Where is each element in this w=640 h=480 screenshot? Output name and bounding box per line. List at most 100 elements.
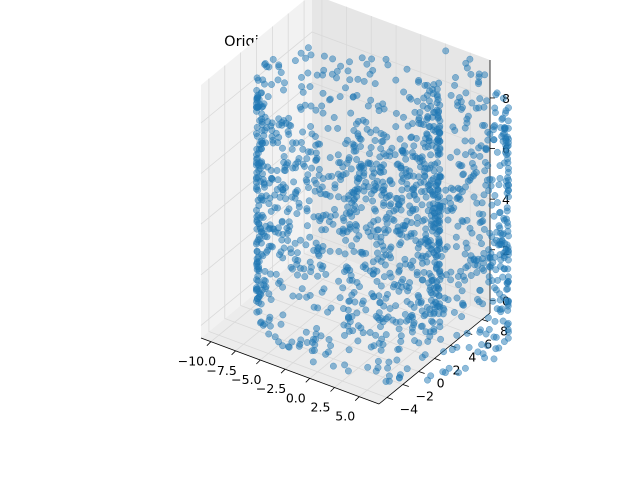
scatter-point: [476, 152, 484, 160]
scatter-point: [298, 285, 306, 293]
scatter-point: [494, 199, 501, 206]
scatter-point: [486, 254, 494, 262]
scatter-point: [377, 130, 385, 137]
scatter-point: [293, 249, 301, 257]
scatter-point: [505, 165, 512, 172]
scatter-point: [410, 142, 418, 150]
scatter-point: [293, 210, 301, 218]
scatter-point: [292, 139, 300, 147]
scatter-point: [407, 95, 415, 103]
scatter-point: [363, 60, 371, 68]
scatter-point: [275, 133, 283, 141]
scatter-point: [405, 284, 413, 292]
scatter-point: [436, 165, 444, 173]
scatter-point: [340, 195, 348, 203]
scatter-point: [382, 331, 390, 339]
scatter-point: [277, 69, 285, 76]
scatter-point: [448, 346, 456, 354]
scatter-point: [344, 306, 352, 314]
scatter-point: [423, 258, 431, 266]
scatter-point: [346, 209, 354, 217]
scatter-point: [285, 218, 293, 226]
scatter-point: [271, 228, 279, 236]
x-tick: [280, 368, 286, 374]
scatter-point: [439, 368, 447, 376]
scatter-point: [430, 81, 438, 89]
scatter-point: [499, 273, 507, 281]
scatter-point: [409, 257, 417, 265]
scatter-point: [473, 269, 481, 276]
scatter-point: [343, 159, 351, 167]
scatter-point: [387, 243, 395, 251]
scatter-point: [266, 194, 274, 202]
scatter-point: [398, 177, 406, 185]
scatter-point: [386, 202, 394, 210]
scatter-point: [380, 189, 388, 197]
scatter-point: [307, 51, 315, 59]
scatter-point: [326, 96, 333, 104]
scatter-point: [346, 297, 354, 305]
scatter-point: [464, 112, 472, 120]
scatter-point: [346, 76, 354, 84]
scatter-point: [354, 322, 362, 330]
scatter-point: [265, 330, 273, 338]
scatter-point: [339, 284, 347, 292]
scatter-point: [427, 151, 435, 159]
scatter-point: [482, 330, 490, 338]
scatter-point: [291, 194, 299, 202]
scatter-point: [406, 202, 414, 210]
scatter-point: [447, 153, 454, 161]
scatter-point: [392, 76, 400, 84]
x-tick-label: 2.5: [311, 400, 331, 415]
scatter-point: [406, 167, 413, 175]
scatter-point: [438, 272, 445, 280]
scatter-point: [434, 196, 442, 204]
scatter-point: [490, 355, 498, 363]
scatter-point: [423, 303, 431, 311]
scatter-point: [261, 267, 269, 275]
scatter-point: [488, 233, 496, 241]
scatter-point: [495, 181, 503, 189]
scatter-point: [280, 153, 288, 160]
scatter-point: [258, 120, 266, 128]
scatter-point: [435, 239, 443, 247]
scatter-point: [349, 327, 357, 335]
scatter-point: [407, 232, 415, 240]
scatter-point: [385, 192, 393, 200]
scatter-point: [500, 214, 508, 222]
scatter-point: [371, 180, 379, 187]
scatter-point: [468, 99, 476, 107]
scatter-point: [395, 201, 403, 209]
scatter-point: [312, 239, 320, 247]
scatter-point: [293, 260, 301, 268]
scatter-point: [319, 175, 327, 183]
scatter-point: [408, 149, 416, 157]
scatter-point: [353, 279, 361, 286]
scatter-point: [348, 242, 356, 250]
scatter-point: [304, 148, 312, 156]
scatter-point: [280, 117, 288, 125]
scatter-point: [477, 142, 485, 150]
scatter-point: [400, 88, 408, 96]
scatter-point: [331, 181, 339, 189]
scatter-point: [322, 226, 329, 234]
scatter-point: [344, 367, 352, 375]
scatter-point: [261, 61, 269, 68]
scatter-point: [395, 374, 403, 382]
scatter-point: [357, 160, 365, 168]
scatter-point: [385, 358, 393, 366]
scatter-point: [354, 75, 362, 83]
scatter-point: [345, 346, 353, 354]
scatter-point: [437, 335, 445, 343]
scatter-point: [485, 273, 493, 281]
scatter-point: [359, 297, 367, 305]
scatter-point: [428, 317, 436, 325]
scatter-point: [347, 165, 355, 173]
scatter-point: [430, 109, 437, 116]
scatter-point: [297, 49, 305, 57]
scatter-point: [344, 67, 352, 75]
x-tick-label: −10.0: [178, 354, 216, 369]
scatter-point: [364, 102, 372, 110]
scatter-point: [462, 151, 469, 159]
scatter-point: [467, 252, 475, 260]
